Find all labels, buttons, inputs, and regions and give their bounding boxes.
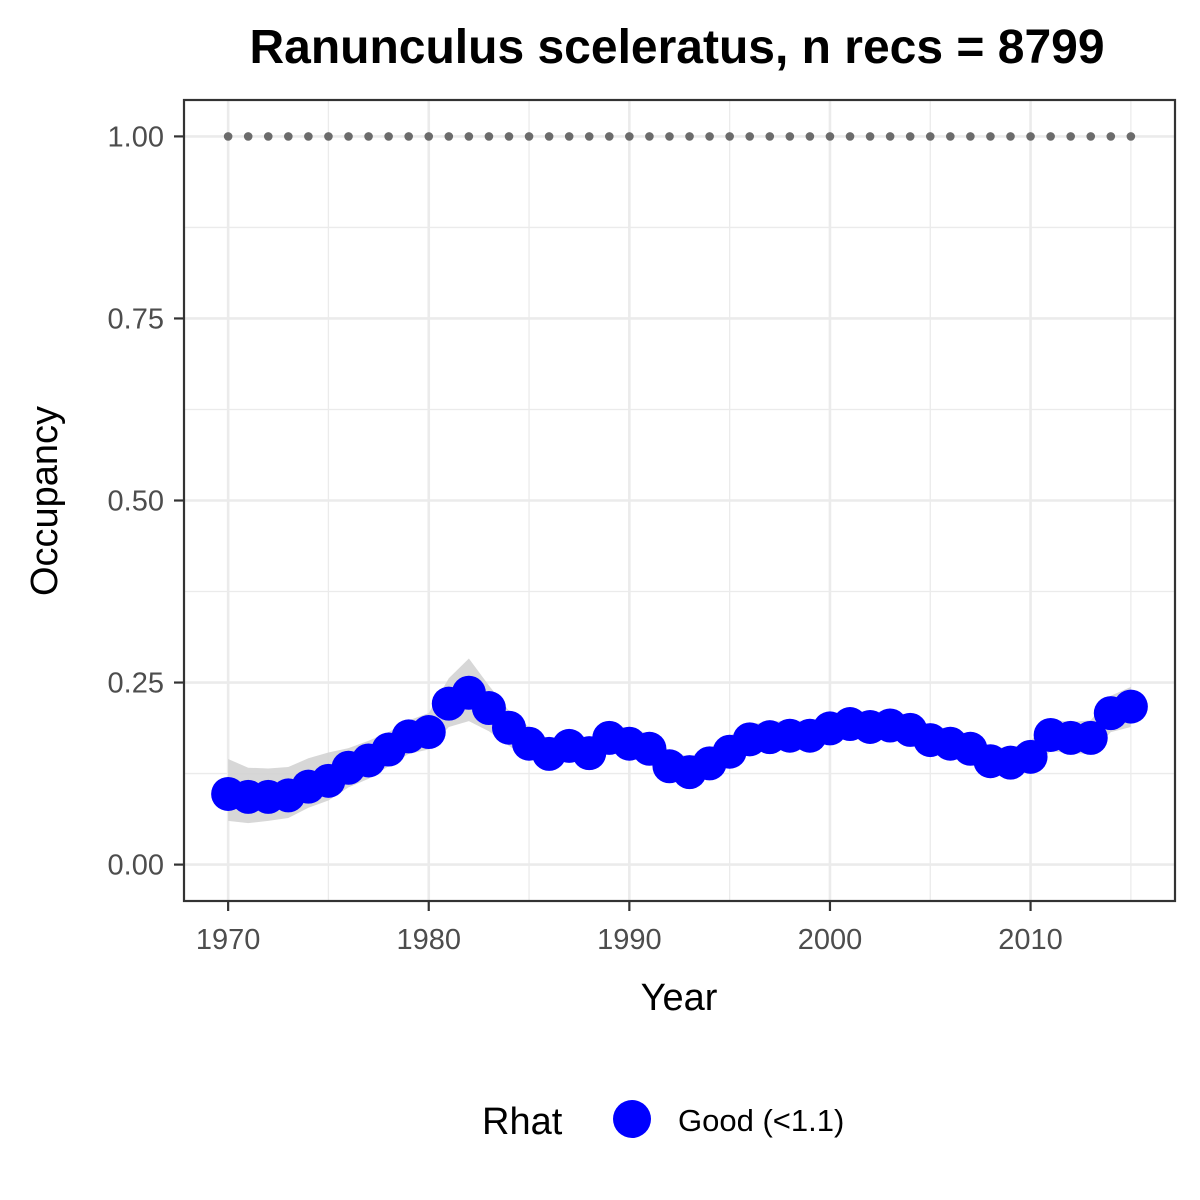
reference-dot xyxy=(304,132,313,141)
chart-title: Ranunculus sceleratus, n recs = 8799 xyxy=(249,21,1104,74)
x-axis: 1970 1980 1990 2000 2010 xyxy=(196,901,1063,956)
reference-dot xyxy=(344,132,353,141)
reference-dot xyxy=(665,132,674,141)
reference-dot xyxy=(1006,132,1015,141)
reference-dot xyxy=(625,132,634,141)
x-axis-title: Year xyxy=(641,977,718,1019)
y-tick-label: 1.00 xyxy=(108,121,164,153)
reference-dot xyxy=(946,132,955,141)
reference-dot xyxy=(865,132,875,141)
reference-dot xyxy=(584,132,594,141)
reference-dot xyxy=(765,132,775,141)
reference-dot xyxy=(1046,132,1055,141)
x-tick-label: 1980 xyxy=(396,924,461,956)
occupancy-point xyxy=(1073,720,1108,755)
reference-dot xyxy=(243,132,253,141)
reference-dot xyxy=(604,132,614,141)
reference-dot xyxy=(524,132,534,141)
reference-dot xyxy=(845,132,855,141)
reference-dot xyxy=(705,132,714,141)
reference-dot xyxy=(825,132,835,141)
reference-dot xyxy=(324,132,333,141)
reference-dot xyxy=(645,132,654,141)
reference-dot xyxy=(384,132,393,141)
reference-dot xyxy=(905,132,915,141)
legend-title: Rhat xyxy=(482,1101,563,1143)
reference-dot xyxy=(785,132,795,141)
reference-dot xyxy=(1106,132,1116,141)
reference-dot xyxy=(885,132,895,141)
reference-dot xyxy=(544,132,554,141)
reference-dot xyxy=(464,132,474,141)
legend: Rhat Good (<1.1) xyxy=(482,1100,844,1143)
reference-dot xyxy=(1026,132,1035,141)
reference-dot xyxy=(504,132,514,141)
x-tick-label: 2010 xyxy=(998,924,1063,956)
occupancy-point xyxy=(411,715,446,750)
occupancy-point xyxy=(1113,689,1148,724)
occupancy-points xyxy=(211,675,1148,814)
reference-dot xyxy=(966,132,975,141)
reference-dot xyxy=(685,132,694,141)
y-tick-label: 0.50 xyxy=(108,486,164,518)
reference-dot xyxy=(564,132,574,141)
reference-dot xyxy=(725,132,734,141)
reference-dot xyxy=(404,132,413,141)
y-tick-label: 0.25 xyxy=(108,668,164,700)
legend-label-good: Good (<1.1) xyxy=(678,1103,844,1138)
y-tick-label: 0.00 xyxy=(108,850,164,882)
reference-dot xyxy=(1086,132,1096,141)
reference-dot xyxy=(1066,132,1075,141)
reference-dot xyxy=(925,132,935,141)
reference-dot xyxy=(263,132,273,141)
reference-dots xyxy=(223,132,1136,141)
x-tick-label: 2000 xyxy=(798,924,863,956)
x-tick-label: 1970 xyxy=(196,924,261,956)
x-tick-label: 1990 xyxy=(597,924,662,956)
reference-dot xyxy=(223,132,233,141)
reference-dot xyxy=(444,132,454,141)
occupancy-point xyxy=(1013,739,1048,774)
reference-dot xyxy=(284,132,293,141)
reference-dot xyxy=(986,132,995,141)
y-tick-label: 0.75 xyxy=(108,303,164,335)
reference-dot xyxy=(484,132,494,141)
y-axis: 0.00 0.25 0.50 0.75 1.00 xyxy=(108,121,184,882)
reference-dot xyxy=(805,132,815,141)
reference-dot xyxy=(745,132,755,141)
legend-key-good xyxy=(613,1100,651,1138)
reference-dot xyxy=(364,132,373,141)
y-axis-title: Occupancy xyxy=(24,406,66,596)
reference-dot xyxy=(424,132,434,141)
reference-dot xyxy=(1126,132,1136,141)
